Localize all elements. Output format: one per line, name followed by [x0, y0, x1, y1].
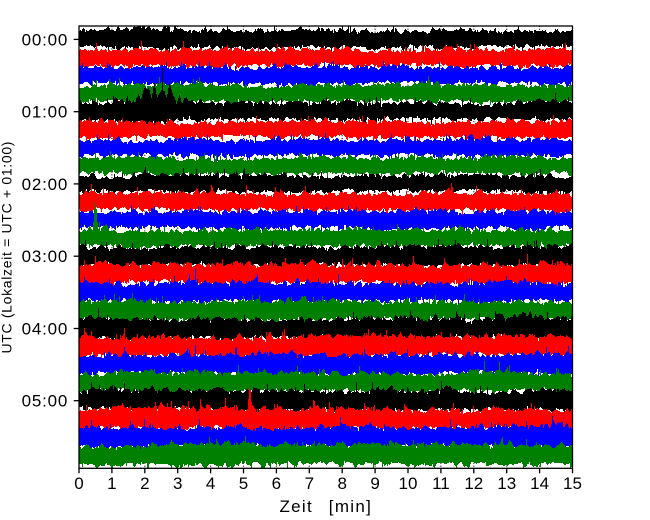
svg-text:05:00: 05:00 — [22, 392, 69, 411]
svg-text:8: 8 — [337, 474, 346, 493]
svg-text:9: 9 — [370, 474, 379, 493]
svg-text:01:00: 01:00 — [22, 103, 69, 122]
svg-text:3: 3 — [173, 474, 182, 493]
svg-text:03:00: 03:00 — [22, 247, 69, 266]
svg-text:00:00: 00:00 — [22, 30, 69, 49]
svg-text:6: 6 — [272, 474, 281, 493]
svg-text:04:00: 04:00 — [22, 319, 69, 338]
svg-text:14: 14 — [530, 474, 549, 493]
svg-text:11: 11 — [432, 474, 450, 493]
svg-text:5: 5 — [239, 474, 248, 493]
svg-text:02:00: 02:00 — [22, 175, 69, 194]
svg-text:10: 10 — [399, 474, 418, 493]
svg-text:0: 0 — [74, 474, 83, 493]
svg-text:12: 12 — [464, 474, 483, 493]
svg-text:2: 2 — [140, 474, 149, 493]
svg-text:1: 1 — [107, 474, 116, 493]
svg-text:15: 15 — [563, 474, 582, 493]
svg-text:Zeit [min]: Zeit [min] — [279, 497, 372, 516]
svg-text:4: 4 — [206, 474, 215, 493]
svg-text:UTC (Lokalzeit = UTC + 01:00): UTC (Lokalzeit = UTC + 01:00) — [0, 141, 15, 354]
svg-text:7: 7 — [305, 474, 314, 493]
svg-text:13: 13 — [497, 474, 516, 493]
